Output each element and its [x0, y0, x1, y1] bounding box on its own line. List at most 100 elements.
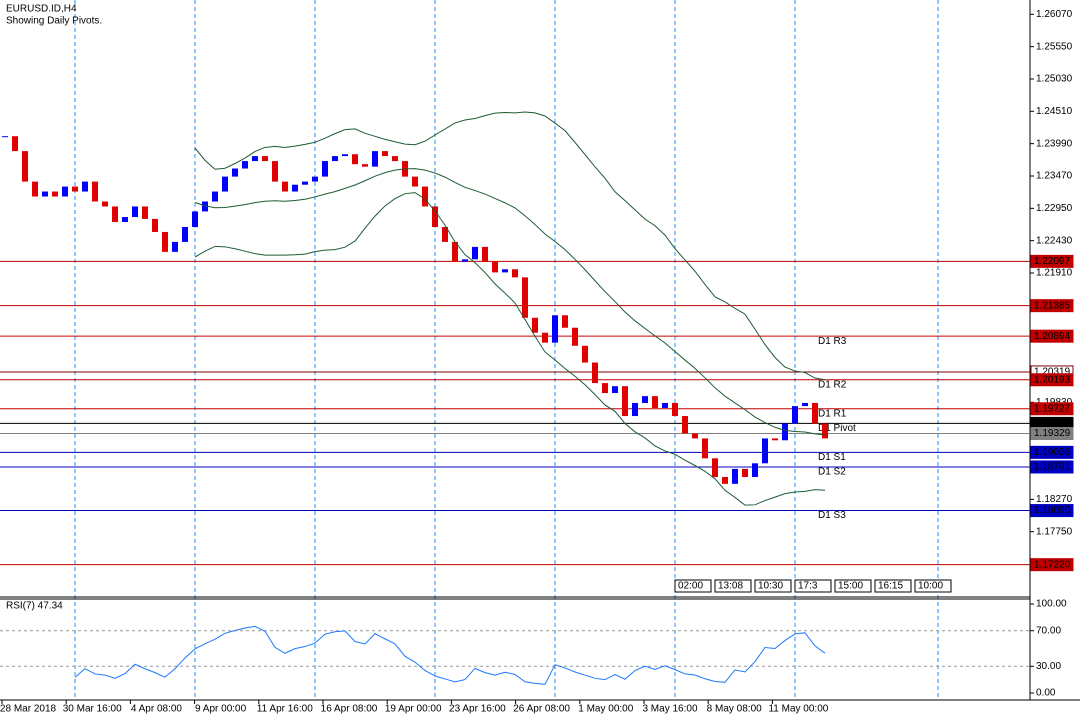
candle: [2, 136, 8, 138]
price-tag: [1030, 254, 1074, 268]
time-box: [674, 579, 712, 593]
candle: [752, 463, 758, 477]
candle: [522, 277, 528, 318]
candle: [302, 181, 308, 185]
x-tick-label: 11 May 00:00: [768, 704, 828, 715]
candle: [92, 181, 98, 202]
candle: [382, 151, 388, 157]
candle: [292, 184, 298, 192]
candle: [322, 161, 328, 177]
x-tick-label: 28 Mar 2018: [0, 704, 57, 715]
candle: [642, 396, 648, 403]
candle: [492, 261, 498, 273]
candle: [612, 386, 618, 394]
candle: [362, 164, 368, 167]
candle: [242, 161, 248, 169]
candle: [372, 151, 378, 167]
candle: [422, 186, 428, 207]
rsi-line: [74, 625, 826, 685]
candle: [262, 156, 268, 162]
candle: [392, 156, 398, 162]
candle: [572, 327, 578, 346]
candle: [452, 241, 458, 262]
bollinger-band: [194, 111, 826, 381]
candle: [192, 211, 198, 227]
candle: [482, 246, 488, 262]
candle: [462, 259, 468, 262]
candle: [352, 154, 358, 165]
candle: [792, 406, 798, 424]
level-name: D1 S2: [818, 467, 846, 478]
level-name: D1 R2: [818, 379, 847, 390]
candle: [802, 402, 808, 407]
y-tick-label: 1.23470: [1036, 171, 1073, 182]
candle: [332, 156, 338, 162]
rsi-tick-label: 30.00: [1036, 661, 1061, 672]
price-tag-label: 1.20894: [1034, 331, 1071, 342]
candle: [602, 383, 608, 394]
candle: [502, 269, 508, 273]
candle: [772, 438, 778, 441]
price-tag: [1030, 299, 1074, 313]
candle: [272, 161, 278, 182]
y-tick-label: 1.17750: [1036, 526, 1073, 537]
price-tag: [1030, 427, 1074, 441]
price-tag-label: 1.20319: [1034, 367, 1071, 378]
time-box-label: 15:00: [838, 581, 863, 592]
candle: [442, 226, 448, 242]
chart-title: EURUSD.ID,H4: [6, 4, 77, 15]
price-tag: [1030, 558, 1074, 572]
x-tick-label: 23 Apr 16:00: [449, 704, 506, 715]
price-tag: [1030, 329, 1074, 343]
y-tick-label: 1.25030: [1036, 74, 1073, 85]
candle: [342, 154, 348, 157]
candle: [102, 201, 108, 207]
price-tag-label: 1.18791: [1034, 462, 1071, 473]
price-tag: [1030, 460, 1074, 474]
price-tag-label: 1.18090: [1034, 505, 1071, 516]
candle: [222, 176, 228, 192]
level-name: D1 R1: [818, 408, 847, 419]
candle: [662, 402, 668, 408]
time-box-label: 10:30: [758, 581, 783, 592]
candle: [722, 476, 728, 484]
candle: [412, 176, 418, 187]
candle: [202, 201, 208, 212]
candle: [172, 241, 178, 252]
candle: [742, 468, 748, 477]
candle: [582, 345, 588, 363]
time-box: [794, 579, 832, 593]
candle: [232, 168, 238, 177]
price-tag-label: 1.21385: [1034, 300, 1071, 311]
y-tick-label: 1.18270: [1036, 494, 1073, 505]
x-tick-label: 8 May 08:00: [707, 704, 762, 715]
price-tag-label: 1.19026: [1034, 447, 1071, 458]
time-box: [834, 579, 872, 593]
candle: [252, 156, 258, 162]
bollinger-band: [194, 192, 826, 506]
candle: [472, 246, 478, 260]
x-tick-label: 9 Apr 00:00: [195, 704, 247, 715]
candle: [52, 191, 58, 197]
x-tick-label: 19 Apr 00:00: [385, 704, 442, 715]
candle: [822, 423, 828, 439]
candle: [712, 458, 718, 477]
candle: [152, 218, 158, 232]
candle: [682, 416, 688, 434]
x-tick-label: 30 Mar 16:00: [63, 704, 122, 715]
candle: [182, 226, 188, 242]
y-tick-label: 1.21910: [1036, 268, 1073, 279]
x-tick-label: 4 Apr 08:00: [131, 704, 183, 715]
candle: [22, 151, 28, 182]
candle: [592, 362, 598, 384]
candle: [652, 396, 658, 408]
level-name: D1 R3: [818, 336, 847, 347]
price-tag-label: 1.20193: [1034, 374, 1071, 385]
time-box: [874, 579, 912, 593]
x-tick-label: 26 Apr 08:00: [513, 704, 570, 715]
candle: [212, 191, 218, 202]
candle: [812, 402, 818, 424]
level-name: D1 Pivot: [818, 423, 856, 434]
x-tick-label: 11 Apr 16:00: [257, 704, 313, 715]
